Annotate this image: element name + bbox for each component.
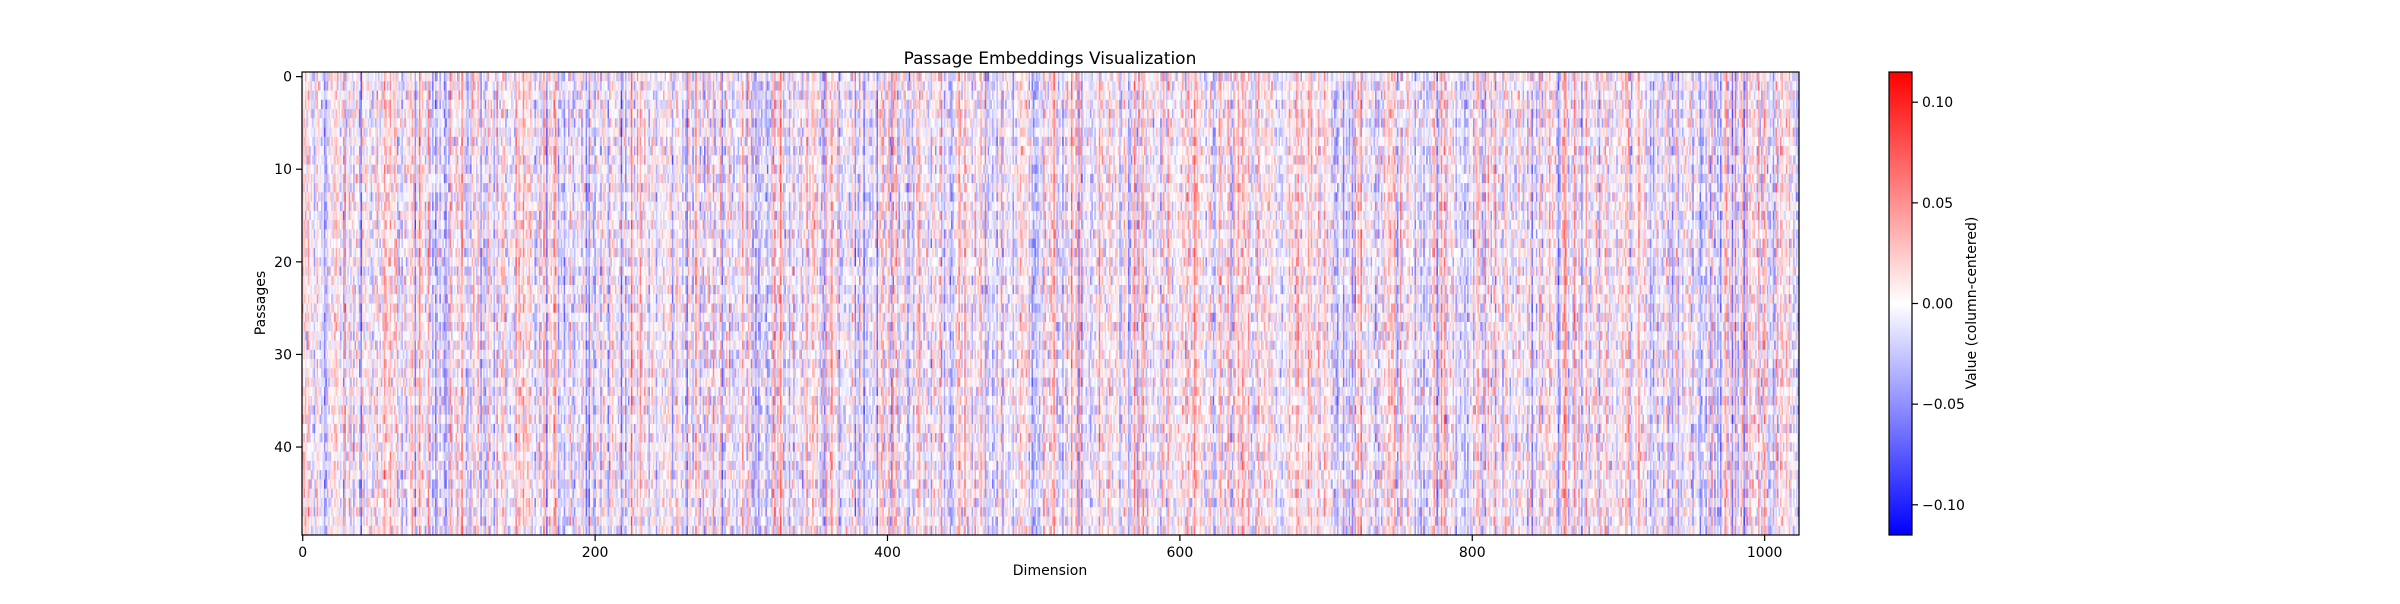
heatmap-row (302, 91, 1799, 101)
heatmap-row (302, 72, 1799, 82)
heatmap-cells (302, 72, 1799, 535)
heatmap-row (302, 100, 1799, 110)
heatmap-row (302, 81, 1799, 91)
heatmap-row (302, 109, 1799, 119)
chart-title: Passage Embeddings Visualization (904, 49, 1197, 69)
